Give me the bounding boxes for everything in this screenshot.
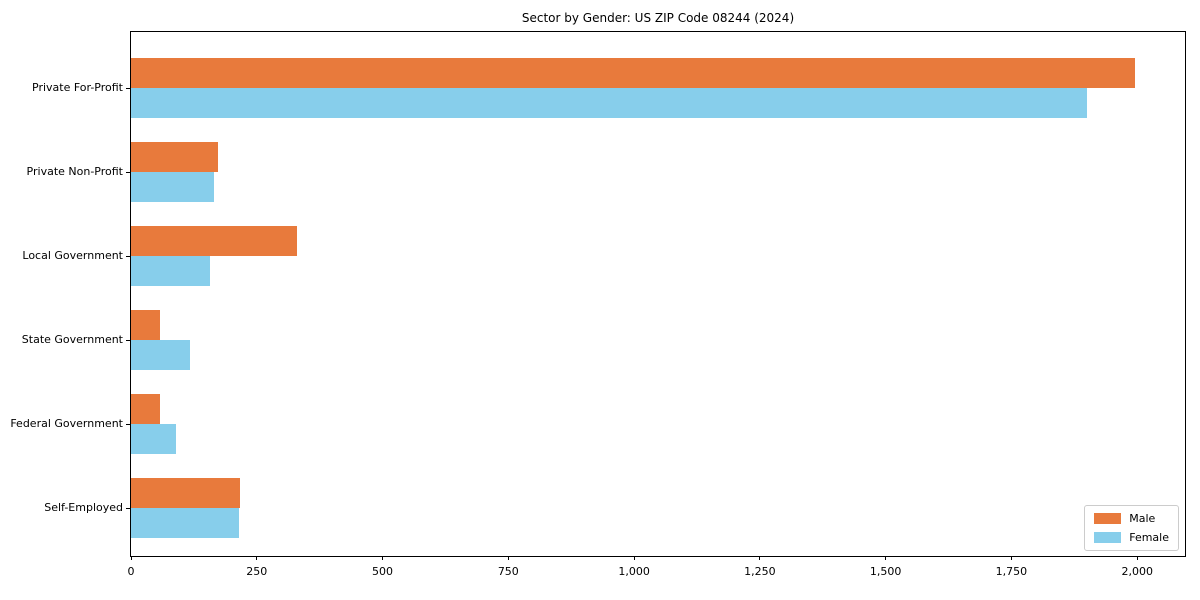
legend-swatch-male-icon: [1094, 513, 1122, 524]
x-tick-mark-3: [507, 556, 509, 560]
x-tick-mark-8: [1136, 556, 1138, 560]
legend-label-female: Female: [1129, 531, 1169, 544]
x-tick-label-6: 1,500: [869, 565, 902, 578]
bar-male-1: [131, 142, 218, 172]
y-tick-label-0: Private For-Profit: [32, 81, 123, 94]
legend-label-male: Male: [1129, 512, 1156, 525]
x-tick-label-7: 1,750: [995, 565, 1028, 578]
y-tick-mark-5: [126, 508, 130, 509]
y-tick-label-5: Self-Employed: [44, 501, 123, 514]
legend-item-male: Male: [1094, 512, 1169, 525]
chart-title: Sector by Gender: US ZIP Code 08244 (202…: [521, 11, 795, 25]
legend-item-female: Female: [1094, 531, 1169, 544]
bar-female-1: [131, 172, 214, 202]
y-tick-label-1: Private Non-Profit: [26, 165, 123, 178]
bar-male-4: [131, 394, 161, 424]
x-tick-mark-6: [885, 556, 887, 560]
x-tick-mark-2: [382, 556, 384, 560]
bar-female-0: [131, 88, 1087, 118]
y-tick-mark-0: [126, 88, 130, 89]
y-tick-mark-3: [126, 340, 130, 341]
y-tick-mark-2: [126, 256, 130, 257]
y-tick-label-2: Local Government: [22, 249, 123, 262]
bar-female-4: [131, 424, 177, 454]
x-tick-label-1: 250: [246, 565, 268, 578]
plot-area: Male Female 0 250 500 750 1,000 1,250 1,500 1,7…: [10, 31, 1186, 578]
y-tick-mark-4: [126, 424, 130, 425]
x-tick-mark-1: [256, 556, 258, 560]
bar-male-3: [131, 310, 161, 340]
x-tick-mark-0: [130, 556, 132, 560]
y-tick-label-3: State Government: [21, 333, 123, 346]
x-tick-label-4: 1,000: [618, 565, 650, 578]
y-tick-mark-1: [126, 172, 130, 173]
x-tick-label-2: 500: [372, 565, 394, 578]
x-tick-label-0: 0: [127, 565, 135, 578]
bar-male-2: [131, 226, 298, 256]
x-tick-mark-7: [1010, 556, 1012, 560]
x-tick-mark-4: [633, 556, 635, 560]
bar-male-5: [131, 478, 241, 508]
x-tick-label-5: 1,250: [744, 565, 776, 578]
bar-female-5: [131, 508, 240, 538]
x-tick-label-8: 2,000: [1121, 565, 1153, 578]
bar-male-0: [131, 58, 1135, 88]
bar-female-2: [131, 256, 211, 286]
x-tick-label-3: 750: [497, 565, 519, 578]
legend: Male Female: [1084, 505, 1179, 551]
x-tick-mark-5: [759, 556, 761, 560]
bar-female-3: [131, 340, 190, 370]
legend-swatch-female-icon: [1094, 532, 1122, 543]
y-tick-label-4: Federal Government: [10, 417, 123, 430]
